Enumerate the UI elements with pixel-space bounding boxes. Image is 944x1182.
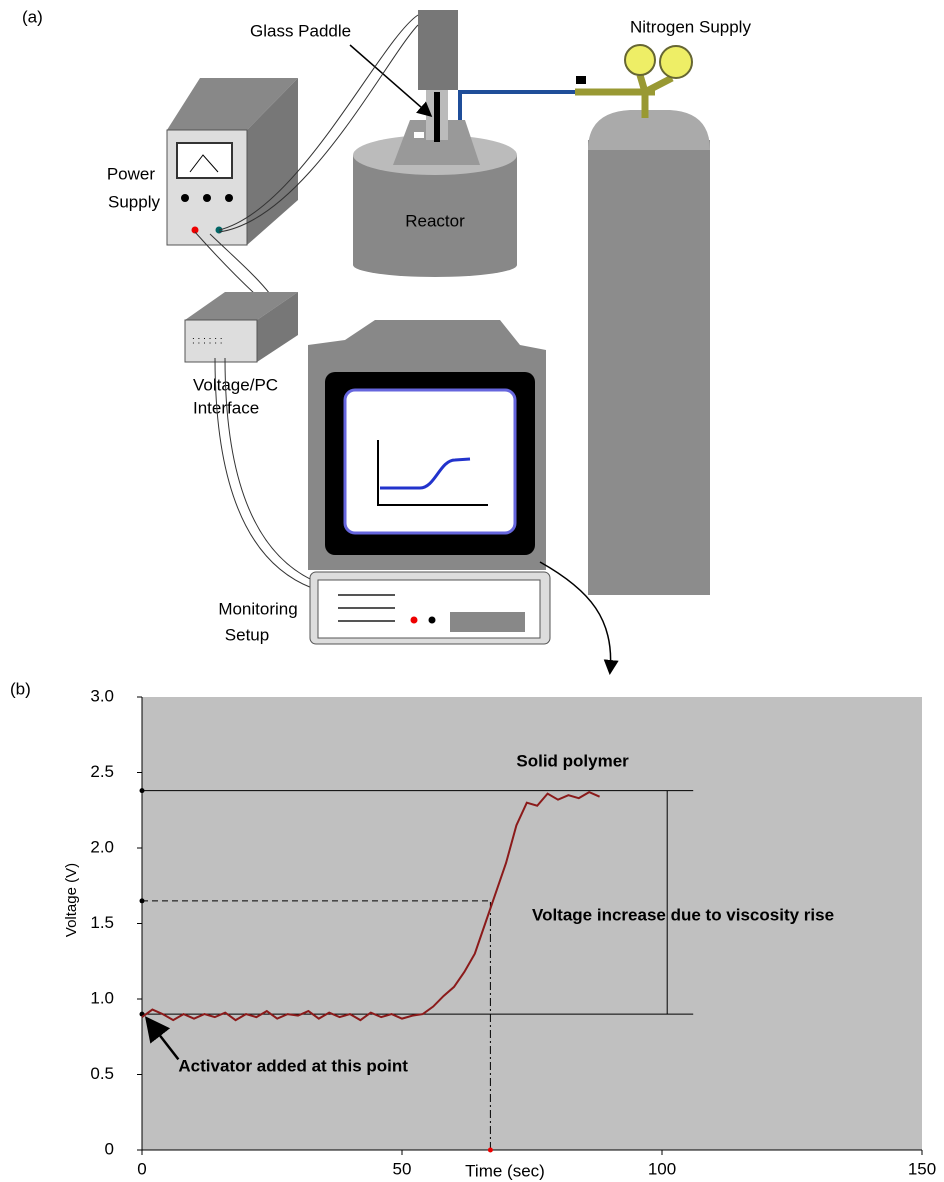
pins: : : : : : : — [192, 336, 223, 347]
y-tick-label: 1.0 — [90, 988, 114, 1007]
guide-dot — [487, 1147, 493, 1153]
x-axis-label: Time (sec) — [465, 1161, 545, 1180]
setup-diagram: (a) Nitrogen Supply Reactor Glass Paddle… — [22, 7, 751, 675]
psu-side — [247, 78, 298, 245]
screen-inner — [343, 388, 517, 535]
label: Nitrogen Supply — [630, 17, 751, 36]
interface-front — [184, 319, 258, 363]
wire — [214, 357, 313, 589]
annotation-arrow — [144, 1016, 180, 1061]
label: Power — [107, 164, 156, 183]
label: Setup — [225, 625, 269, 644]
x-tick-label: 150 — [908, 1159, 936, 1178]
paddle-base — [393, 120, 480, 165]
x-tick-label: 0 — [137, 1159, 146, 1178]
panel-label: (a) — [22, 7, 43, 26]
guide-dot — [139, 788, 145, 794]
y-tick-label: 2.0 — [90, 837, 114, 856]
interface-top — [185, 292, 298, 320]
label: Monitoring — [218, 599, 297, 618]
wire — [194, 14, 419, 295]
drive — [450, 612, 525, 632]
label: Reactor — [405, 211, 465, 230]
guide-dot — [139, 898, 145, 904]
x-tick-label: 100 — [648, 1159, 676, 1178]
interface-side — [257, 292, 298, 362]
led — [428, 616, 436, 624]
annotation: Activator added at this point — [178, 1056, 408, 1075]
label: Voltage/PC — [193, 375, 278, 394]
plot-area — [142, 697, 922, 1150]
valve — [576, 76, 586, 84]
y-tick-label: 0.5 — [90, 1064, 114, 1083]
psu-top — [167, 78, 298, 130]
screen-curve — [380, 457, 471, 490]
stirrer — [418, 10, 458, 90]
annotation: Voltage increase due to viscosity rise — [532, 905, 834, 924]
panel-label: (b) — [10, 679, 31, 698]
label: Glass Paddle — [250, 21, 351, 40]
y-tick-label: 3.0 — [90, 686, 114, 705]
arrow — [349, 44, 433, 117]
label: Supply — [108, 192, 160, 211]
arrow — [539, 561, 619, 675]
vents — [338, 594, 395, 622]
terminal — [191, 226, 199, 234]
knob — [203, 194, 211, 202]
y-tick-label: 1.5 — [90, 913, 114, 932]
port — [414, 132, 424, 138]
cylinder-top — [588, 110, 710, 150]
y-axis-label: Voltage (V) — [63, 863, 80, 937]
glass-paddle — [434, 92, 440, 142]
label: Interface — [193, 398, 259, 417]
led — [410, 616, 418, 624]
chart: (b) Time (sec) Voltage (V) 0 0.5 1.0 1.5 2.0… — [10, 679, 936, 1180]
knob — [225, 194, 233, 202]
gauge — [659, 45, 693, 79]
meter-needle — [189, 154, 219, 173]
y-tick-label: 0 — [105, 1139, 114, 1158]
gauge — [624, 44, 656, 76]
screen-axes — [377, 440, 488, 506]
y-tick-label: 2.5 — [90, 762, 114, 781]
x-tick-label: 50 — [393, 1159, 412, 1178]
regulator — [575, 74, 674, 118]
cylinder — [588, 140, 710, 595]
annotation: Solid polymer — [516, 751, 629, 770]
meter — [176, 142, 233, 179]
data-line — [141, 791, 600, 1022]
reactor-bottom — [353, 253, 517, 277]
knob — [181, 194, 189, 202]
gas-tube — [458, 90, 575, 135]
